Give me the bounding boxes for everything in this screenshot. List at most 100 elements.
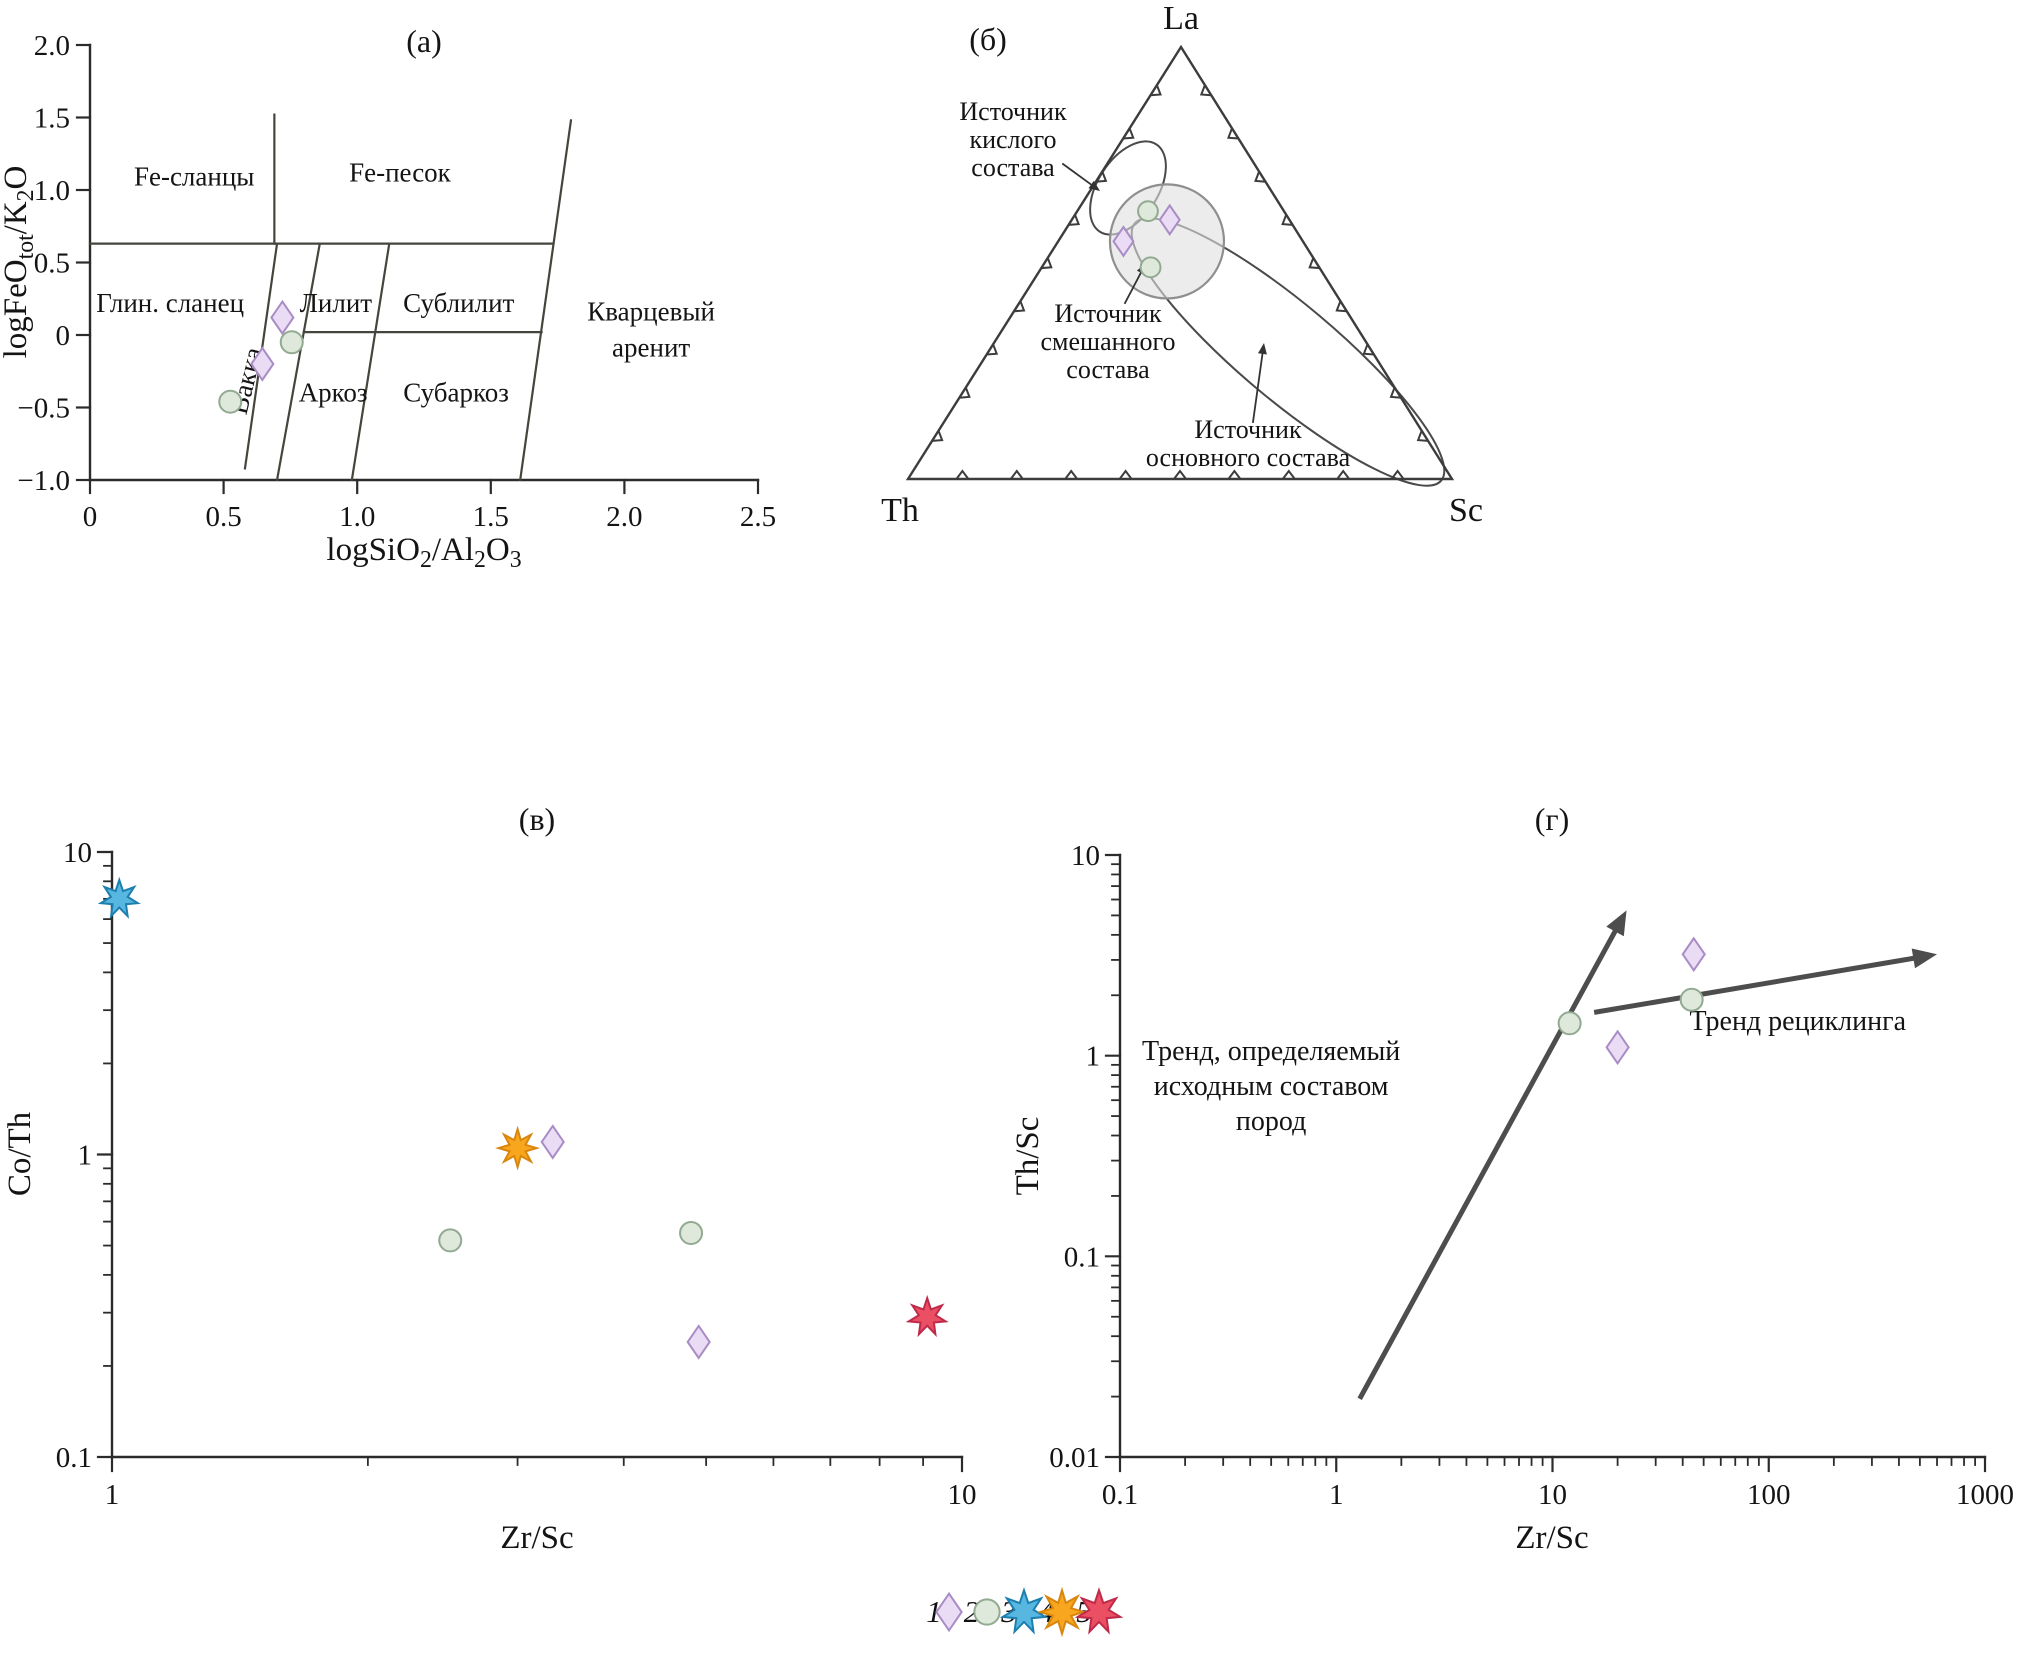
path	[1362, 343, 1374, 356]
x-tick-label: 10	[948, 1479, 977, 1511]
x-axis-label: Zr/Sc	[500, 1520, 573, 1556]
marker-s1	[1605, 1029, 1630, 1066]
annotation-text: пород	[1236, 1106, 1306, 1137]
path	[1226, 127, 1239, 140]
tspan: logSiO	[326, 532, 420, 568]
path	[1227, 469, 1242, 480]
annotation-text: состава	[971, 153, 1055, 182]
path	[1088, 180, 1100, 191]
x-tick-label: 10	[1538, 1479, 1567, 1511]
marker-s2	[1557, 1011, 1582, 1036]
marker-s2	[279, 330, 304, 355]
path	[1254, 171, 1266, 183]
marker-s1	[1681, 936, 1706, 973]
field-label: Глин. сланец	[96, 288, 244, 318]
annotation-text: Тренд рециклинга	[1689, 1006, 1906, 1037]
field-label: Сублилит	[403, 288, 514, 318]
marker-s1	[540, 1124, 565, 1160]
path	[1606, 910, 1627, 937]
legend-item-4: 4	[1036, 1586, 1088, 1638]
marker-s5	[905, 1294, 949, 1338]
field-label: Аркоз	[299, 378, 368, 408]
marker-s1	[1112, 225, 1135, 258]
path	[1118, 469, 1133, 480]
y-axis-label: Co/Th	[2, 1111, 38, 1196]
annotation-text: Источник	[1054, 299, 1162, 328]
line	[1357, 927, 1619, 1400]
path	[1041, 257, 1053, 270]
legend-item-5: 5	[1074, 1587, 1124, 1635]
y-tick-label: 10	[63, 837, 92, 869]
path	[1416, 430, 1429, 442]
x-tick-label: 0.5	[205, 501, 241, 533]
line	[350, 242, 391, 482]
path	[905, 44, 1455, 481]
y-tick-label: 10	[1071, 840, 1100, 872]
marker-s3	[97, 876, 141, 919]
field-label: Лилит	[300, 288, 373, 318]
tspan: O	[0, 166, 34, 190]
x-tick-label: 0.1	[1102, 1479, 1138, 1511]
y-axis-label: Th/Sc	[1010, 1117, 1046, 1196]
marker-s2	[218, 389, 243, 414]
y-axis-label: logFeOtot/K2O	[0, 166, 39, 359]
apex-label-th: Th	[881, 492, 919, 529]
path	[1389, 387, 1402, 399]
annotation-text: смешанного	[1041, 327, 1176, 356]
legend-item-3: 3	[999, 1587, 1049, 1635]
annotation-text: Тренд, определяемый	[1142, 1036, 1400, 1067]
line	[275, 242, 322, 482]
tspan: 2	[13, 189, 39, 201]
panel-a-herron-classification-plot: 0 0.5 1.0 1.5 2.0 2.5 2.0 1.5 1.0 0.5 0 −0.5 −1.0 (а)…	[0, 23, 776, 573]
path	[1173, 469, 1187, 480]
marker-s2	[438, 1228, 463, 1253]
path	[1095, 171, 1108, 183]
path	[1199, 84, 1212, 97]
path	[1282, 469, 1296, 480]
legend: 12345	[0, 1586, 2018, 1638]
path	[1281, 214, 1293, 226]
path	[1308, 257, 1320, 270]
marker-s2	[1137, 200, 1159, 223]
path	[1010, 469, 1024, 480]
annotation-text: основного состава	[1146, 443, 1351, 472]
path	[986, 343, 999, 356]
y-tick-label: 0.1	[1064, 1241, 1100, 1273]
path	[932, 430, 944, 442]
x-tick-label: 1	[105, 1479, 120, 1511]
field-label: аренит	[612, 333, 690, 363]
tspan: Zr/Sc	[1515, 1520, 1588, 1556]
y-tick-label: 1.0	[34, 175, 70, 207]
annotation-text: исходным составом	[1154, 1071, 1389, 1102]
marker-s2	[679, 1221, 704, 1246]
path	[1335, 300, 1347, 313]
panel-g-th-sc-vs-zr-sc-plot: 0.1 1 10 100 10000.010.1110(г)Zr/ScTh/ScТрен…	[1010, 801, 2014, 1556]
path	[1150, 84, 1162, 97]
y-tick-label: 1	[1086, 1041, 1101, 1073]
y-tick-label: 0.5	[34, 248, 70, 280]
tspan: O	[486, 532, 510, 568]
line	[1251, 352, 1264, 424]
path	[1013, 300, 1026, 313]
marker-s2	[1679, 987, 1704, 1012]
marker-s1	[270, 299, 295, 336]
y-tick-label: 0	[56, 320, 71, 352]
path	[1123, 127, 1135, 140]
x-axis-label: Zr/Sc	[1515, 1520, 1588, 1556]
annotation-text: состава	[1066, 355, 1150, 384]
y-tick-label: −1.0	[17, 465, 70, 497]
tspan: 2	[420, 547, 432, 573]
line	[1061, 162, 1093, 186]
marker-s1	[1158, 203, 1181, 236]
legend-item-1: 1	[926, 1591, 964, 1633]
x-tick-label: 1.0	[339, 501, 375, 533]
tspan: /Al	[432, 532, 474, 568]
x-tick-label: 2.0	[606, 501, 642, 533]
apex-label-sc: Sc	[1449, 492, 1483, 529]
x-tick-label: 1000	[1956, 1479, 2014, 1511]
legend-label-1: 1	[926, 1594, 942, 1629]
x-tick-label: 1	[1329, 1479, 1344, 1511]
marker-s1	[686, 1324, 711, 1360]
legend-item-2: 2	[964, 1594, 1001, 1630]
line	[1123, 271, 1143, 305]
